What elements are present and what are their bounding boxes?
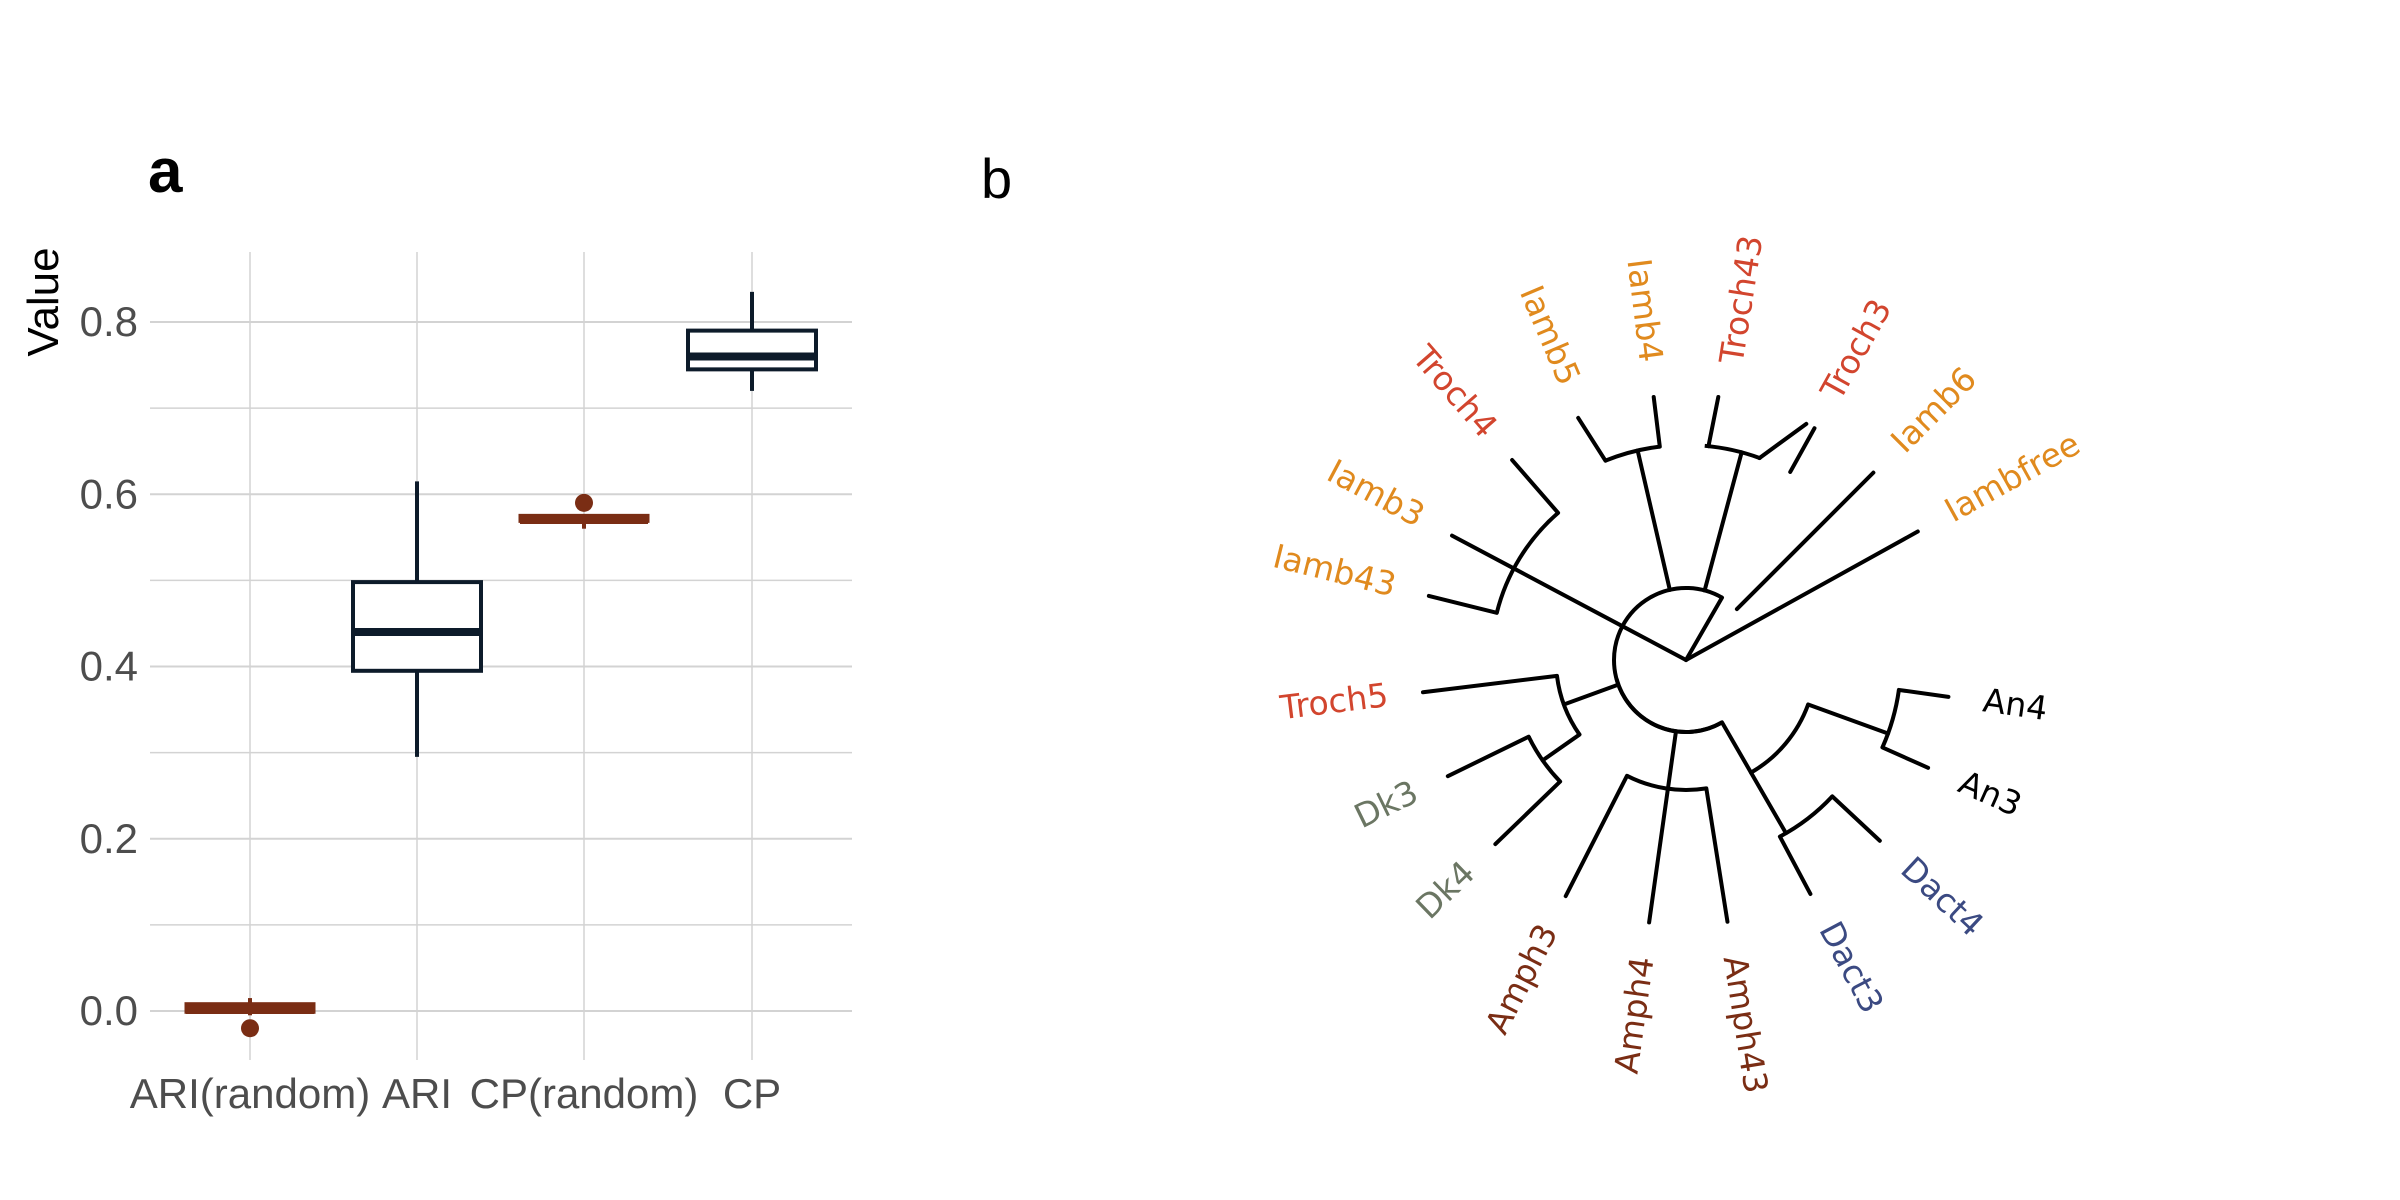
leaf-label: Troch4 xyxy=(1404,337,1505,445)
x-tick-label: ARI xyxy=(382,1070,452,1117)
leaf-branch xyxy=(1493,779,1563,847)
leaf-branch xyxy=(1896,687,1951,699)
root-arc-lower xyxy=(1614,678,1723,734)
leaf-label: Troch43 xyxy=(1712,233,1771,368)
y-axis-label: Value xyxy=(19,247,68,356)
leaf-branch xyxy=(1647,786,1670,925)
leaf-branch xyxy=(1426,593,1499,615)
clade-arc xyxy=(1604,444,1661,463)
box-ARI(random) xyxy=(184,998,316,1038)
internal-branch xyxy=(1720,720,1753,775)
leaf-branch xyxy=(1445,734,1531,779)
leaf-branch xyxy=(1830,794,1882,843)
leaf-branch xyxy=(1788,426,1817,474)
clade-arc xyxy=(1704,443,1761,460)
internal-branch xyxy=(1540,732,1582,763)
leaf-label: Troch5 xyxy=(1277,675,1390,727)
leaf-branch xyxy=(1651,394,1662,449)
box-ARI xyxy=(351,481,483,757)
internal-branch xyxy=(1702,450,1744,593)
root-arc xyxy=(1612,586,1723,734)
x-axis-ticks: ARI(random) ARI CP(random) CP xyxy=(130,1070,781,1117)
box-CP xyxy=(686,291,818,391)
clade-arc xyxy=(1494,511,1560,614)
leaf-branch xyxy=(1563,773,1629,899)
panel-b-label: b xyxy=(981,147,1012,210)
leaf-label: Amph43 xyxy=(1716,953,1776,1096)
leaf-label: Amph4 xyxy=(1607,954,1662,1076)
y-tick-label: 0.4 xyxy=(80,643,138,690)
y-tick-label: 0.8 xyxy=(80,298,138,345)
dendrogram-panel: IambfreeIamb6Troch3Troch43Iamb4Iamb5Troc… xyxy=(1269,233,2086,1096)
x-tick-label: ARI(random) xyxy=(130,1070,370,1117)
dendrogram-leaf-labels: IambfreeIamb6Troch3Troch43Iamb4Iamb5Troc… xyxy=(1269,233,2086,1096)
boxes xyxy=(184,291,818,1038)
leaf-label: Troch3 xyxy=(1812,292,1899,407)
box-body xyxy=(351,580,483,673)
leaf-branch xyxy=(1734,470,1876,612)
leaf-branch xyxy=(1706,394,1721,449)
leaf-label: Dact3 xyxy=(1811,915,1891,1020)
y-tick-label: 0.6 xyxy=(80,470,138,517)
clade-arc xyxy=(1749,703,1811,775)
leaf-label: Iamb3 xyxy=(1321,451,1431,534)
leaf-label: Dact4 xyxy=(1893,849,1991,944)
leaf-label: An4 xyxy=(1981,680,2050,728)
dendrogram-branches xyxy=(1420,394,1951,925)
internal-branch xyxy=(1806,702,1891,736)
internal-branch xyxy=(1635,448,1672,592)
internal-branch xyxy=(1561,682,1621,707)
leaf-branch xyxy=(1880,745,1931,770)
leaf-branch xyxy=(1777,834,1813,896)
outlier-point xyxy=(241,1019,259,1038)
leaf-branch xyxy=(1684,529,1920,662)
leaf-label: Amph3 xyxy=(1477,918,1565,1040)
leaf-branch xyxy=(1450,533,1516,571)
outlier-point xyxy=(575,493,593,512)
leaf-label: Iamb4 xyxy=(1619,256,1670,364)
internal-branch xyxy=(1665,729,1678,791)
leaf-label: Iambfree xyxy=(1938,424,2086,530)
leaf-branch xyxy=(1704,786,1730,924)
x-tick-label: CP(random) xyxy=(470,1070,699,1117)
gridlines xyxy=(150,252,852,1060)
internal-branch xyxy=(1749,770,1788,836)
leaf-branch xyxy=(1420,673,1559,695)
clade-arc xyxy=(1778,795,1834,839)
clade-arc xyxy=(1554,675,1582,736)
clade-arc xyxy=(1880,689,1901,749)
internal-branch xyxy=(1511,566,1625,629)
y-axis-ticks: 0.0 0.2 0.4 0.6 0.8 xyxy=(80,298,138,1034)
leaf-label: Iamb5 xyxy=(1512,280,1589,391)
leaf-branch xyxy=(1757,421,1809,460)
leaf-label: An3 xyxy=(1953,762,2028,824)
leaf-branch xyxy=(1576,415,1608,463)
leaf-branch xyxy=(1510,458,1561,515)
clade-arc xyxy=(1626,774,1707,792)
internal-branch xyxy=(1620,624,1688,662)
leaf-label: Iamb43 xyxy=(1269,536,1400,604)
y-tick-label: 0.2 xyxy=(80,815,138,862)
y-tick-label: 0.0 xyxy=(80,987,138,1034)
leaf-label: Iamb6 xyxy=(1883,359,1984,460)
x-tick-label: CP xyxy=(723,1070,781,1117)
leaf-label: Dk3 xyxy=(1348,772,1424,836)
boxplot-panel: 0.0 0.2 0.4 0.6 0.8 ARI(random) ARI CP(random)… xyxy=(19,247,852,1117)
leaf-label: Dk4 xyxy=(1408,853,1482,927)
box-CP(random) xyxy=(518,493,650,529)
panel-a-label: a xyxy=(148,137,183,206)
root-spoke xyxy=(1684,595,1724,662)
box-body xyxy=(686,328,818,372)
